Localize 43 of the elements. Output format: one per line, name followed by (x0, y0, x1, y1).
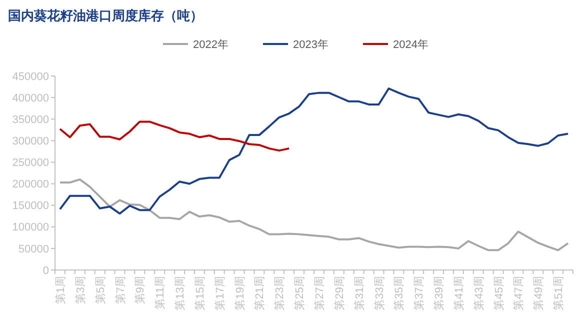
y-tick-label: 350000 (12, 114, 49, 126)
y-tick-label: 450000 (12, 70, 49, 83)
x-tick-label: 第43周 (473, 276, 486, 310)
legend-label: 2022年 (193, 39, 228, 51)
x-tick-label: 第51周 (553, 276, 566, 310)
y-tick-label: 100000 (12, 222, 49, 234)
y-tick-label: 250000 (12, 157, 49, 170)
y-tick-label: 200000 (12, 178, 49, 191)
x-tick-label: 第9周 (134, 276, 147, 304)
y-tick-label: 300000 (12, 136, 49, 148)
x-tick-label: 第47周 (513, 276, 526, 310)
x-tick-label: 第13周 (174, 276, 187, 310)
x-tick-label: 第41周 (453, 276, 466, 310)
x-tick-label: 第37周 (414, 276, 426, 310)
chart-title: 国内葵花籽油港口周度库存（吨） (8, 8, 203, 23)
x-tick-label: 第45周 (493, 276, 506, 310)
x-tick-label: 第21周 (254, 276, 266, 310)
x-tick-label: 第19周 (234, 276, 246, 310)
x-tick-label: 第15周 (194, 276, 206, 310)
x-tick-label: 第29周 (334, 276, 346, 310)
x-tick-label: 第5周 (94, 276, 107, 304)
x-tick-label: 第31周 (354, 276, 366, 310)
x-tick-label: 第11周 (154, 276, 167, 310)
x-tick-label: 第33周 (374, 276, 386, 310)
y-tick-label: 0 (42, 264, 49, 277)
x-tick-label: 第49周 (533, 276, 546, 310)
x-tick-label: 第23周 (274, 276, 286, 310)
x-tick-label: 第39周 (434, 276, 446, 310)
x-tick-label: 第1周 (54, 276, 67, 304)
y-tick-label: 150000 (12, 200, 49, 212)
x-tick-label: 第7周 (114, 276, 127, 304)
x-tick-label: 第35周 (394, 276, 406, 310)
line-series (58, 120, 290, 152)
x-tick-label: 第17周 (214, 276, 226, 310)
line-series (58, 178, 570, 252)
y-tick-label: 50000 (18, 243, 49, 256)
legend-label: 2023年 (293, 39, 328, 51)
x-tick-label: 第25周 (294, 276, 306, 310)
x-tick-label: 第27周 (314, 276, 326, 310)
legend-label: 2024年 (393, 39, 428, 51)
line-series (58, 88, 570, 215)
y-tick-label: 400000 (12, 92, 49, 104)
x-tick-label: 第3周 (74, 276, 87, 304)
